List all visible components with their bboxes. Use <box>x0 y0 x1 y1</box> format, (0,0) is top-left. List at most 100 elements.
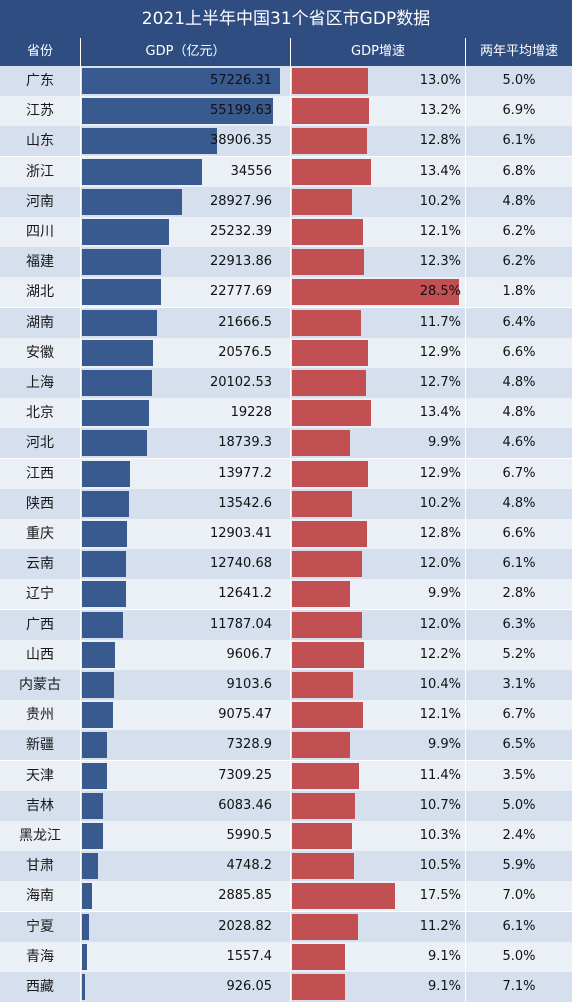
gdp-bar <box>82 98 274 125</box>
growth-cell: 10.5% <box>291 851 466 882</box>
province-cell: 四川 <box>0 217 81 247</box>
table-row: 广西 11787.04 12.0% 6.3% <box>0 609 572 640</box>
gdp-value-label: 2885.85 <box>218 888 272 904</box>
header-gdp: GDP（亿元） <box>81 38 291 66</box>
growth-bar <box>292 672 353 698</box>
table-row: 贵州 9075.47 12.1% 6.7% <box>0 700 572 731</box>
gdp-bar <box>82 853 99 880</box>
table-row: 青海 1557.4 9.1% 5.0% <box>0 941 572 972</box>
gdp-bar <box>82 641 116 668</box>
gdp-value-label: 20576.5 <box>218 344 272 360</box>
table-row: 四川 25232.39 12.1% 6.2% <box>0 217 572 247</box>
growth-value-label: 9.1% <box>427 979 461 994</box>
growth-bar <box>292 188 352 215</box>
gdp-value-label: 57226.31 <box>209 73 272 88</box>
table-row: 福建 22913.86 12.3% 6.2% <box>0 247 572 278</box>
growth-value-label: 10.4% <box>419 677 461 692</box>
gdp-cell: 2885.85 <box>81 881 291 912</box>
growth-cell: 11.2% <box>291 911 466 942</box>
growth-cell: 10.4% <box>291 670 466 700</box>
two-year-avg-cell: 6.8% <box>502 163 536 179</box>
gdp-bar <box>82 188 183 215</box>
province-cell: 新疆 <box>0 730 81 761</box>
province-cell: 西藏 <box>0 972 81 1002</box>
header-two-year-avg-growth: 两年平均增速 <box>466 38 572 66</box>
two-year-avg-cell: 6.4% <box>502 314 536 330</box>
province-cell: 江西 <box>0 458 81 489</box>
two-year-avg-cell: 3.1% <box>502 677 536 692</box>
gdp-value-label: 926.05 <box>226 979 273 994</box>
gdp-cell: 25232.39 <box>81 217 291 247</box>
table-row: 天津 7309.25 11.4% 3.5% <box>0 760 572 791</box>
table-row: 江西 13977.2 12.9% 6.7% <box>0 458 572 489</box>
growth-cell: 12.7% <box>291 368 466 398</box>
gdp-value-label: 28927.96 <box>209 193 272 209</box>
growth-cell: 9.9% <box>291 579 466 610</box>
two-year-avg-cell: 5.2% <box>502 646 536 662</box>
province-cell: 黑龙江 <box>0 821 81 851</box>
province-cell: 云南 <box>0 549 81 580</box>
growth-bar <box>292 974 346 1000</box>
growth-value-label: 13.0% <box>419 73 461 88</box>
gdp-cell: 11787.04 <box>81 609 291 640</box>
gdp-cell: 926.05 <box>81 972 291 1002</box>
table-row: 黑龙江 5990.5 10.3% 2.4% <box>0 821 572 851</box>
gdp-bar <box>82 370 152 396</box>
growth-bar <box>292 370 367 396</box>
growth-value-label: 28.5% <box>419 284 461 300</box>
gdp-bar <box>82 460 131 487</box>
table-row: 江苏 55199.63 13.2% 6.9% <box>0 96 572 127</box>
gdp-bar <box>82 158 202 185</box>
gdp-bar <box>82 702 114 729</box>
gdp-cell: 12903.41 <box>81 519 291 549</box>
growth-bar <box>292 249 365 276</box>
growth-cell: 13.0% <box>291 66 466 96</box>
two-year-avg-cell: 4.8% <box>502 405 536 421</box>
table-row: 西藏 926.05 9.1% 7.1% <box>0 972 572 1002</box>
gdp-value-label: 13977.2 <box>218 465 272 481</box>
table-row: 内蒙古 9103.6 10.4% 3.1% <box>0 670 572 700</box>
gdp-cell: 4748.2 <box>81 851 291 882</box>
growth-value-label: 11.7% <box>419 314 461 330</box>
growth-value-label: 12.8% <box>419 133 461 149</box>
province-cell: 广西 <box>0 609 81 640</box>
province-cell: 宁夏 <box>0 911 81 942</box>
two-year-avg-cell: 6.1% <box>502 556 536 572</box>
growth-cell: 10.3% <box>291 821 466 851</box>
gdp-bar <box>82 490 129 517</box>
gdp-bar <box>82 883 92 910</box>
growth-value-label: 12.9% <box>419 465 461 481</box>
growth-value-label: 9.9% <box>427 586 461 602</box>
table-row: 宁夏 2028.82 11.2% 6.1% <box>0 911 572 942</box>
growth-cell: 12.0% <box>291 609 466 640</box>
province-cell: 江苏 <box>0 96 81 127</box>
province-cell: 安徽 <box>0 337 81 368</box>
two-year-avg-cell: 3.5% <box>502 767 536 783</box>
two-year-avg-cell: 5.9% <box>502 858 536 874</box>
growth-value-label: 12.8% <box>419 526 461 541</box>
gdp-cell: 13977.2 <box>81 458 291 489</box>
header-gdp-growth: GDP增速 <box>291 38 466 66</box>
gdp-value-label: 7309.25 <box>218 767 272 783</box>
gdp-bar <box>82 128 217 155</box>
growth-cell: 13.2% <box>291 96 466 127</box>
growth-bar <box>292 128 368 155</box>
gdp-cell: 20576.5 <box>81 337 291 368</box>
growth-bar <box>292 913 358 940</box>
gdp-value-label: 19228 <box>230 405 272 421</box>
gdp-cell: 21666.5 <box>81 307 291 338</box>
growth-bar <box>292 279 460 306</box>
growth-cell: 12.0% <box>291 549 466 580</box>
province-cell: 海南 <box>0 881 81 912</box>
province-cell: 山西 <box>0 639 81 670</box>
gdp-cell: 34556 <box>81 156 291 187</box>
table-row: 广东 57226.31 13.0% 5.0% <box>0 66 572 96</box>
province-cell: 内蒙古 <box>0 670 81 700</box>
table-row: 云南 12740.68 12.0% 6.1% <box>0 549 572 580</box>
growth-bar <box>292 611 363 638</box>
growth-value-label: 9.9% <box>427 737 461 753</box>
province-cell: 上海 <box>0 368 81 398</box>
two-year-avg-cell: 5.0% <box>502 797 536 813</box>
gdp-cell: 28927.96 <box>81 186 291 217</box>
